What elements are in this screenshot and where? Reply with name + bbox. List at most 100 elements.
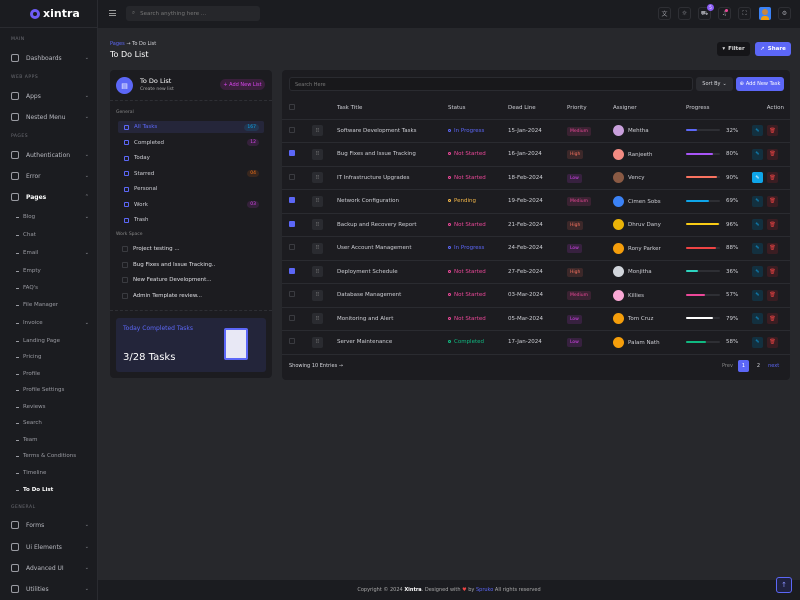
workspace-item[interactable]: Admin Template review... [122, 292, 202, 299]
cart-icon[interactable]: ⛟ 5 [698, 4, 714, 20]
sidebar-item-profile[interactable]: Profile [16, 369, 89, 379]
sidebar-item-pricing[interactable]: Pricing [16, 352, 89, 362]
edit-button[interactable]: ✎ [752, 289, 763, 301]
sidebar-item-email[interactable]: Email ⌄ [16, 248, 89, 258]
filter-button[interactable]: ▾ Filter [717, 42, 750, 56]
sidebar-item-blog[interactable]: Blog ⌄ [16, 212, 89, 222]
share-button[interactable]: ➚ Share [755, 42, 791, 56]
global-search-input[interactable]: ⌕ Search anything here ... [126, 6, 260, 21]
delete-button[interactable]: 🗑 [767, 219, 778, 231]
workspace-checkbox[interactable] [122, 261, 128, 268]
row-checkbox[interactable] [289, 126, 295, 133]
drag-handle-icon[interactable]: ⠿ [312, 219, 323, 231]
sidebar-item-authentication[interactable]: Authentication ⌄ [11, 149, 89, 161]
language-icon[interactable]: 文 [658, 7, 671, 20]
list-item-completed[interactable]: Completed 12 [118, 137, 264, 149]
row-checkbox[interactable] [289, 267, 295, 274]
footer-company-link[interactable]: Spruko [475, 587, 494, 593]
list-item-trash[interactable]: Trash [118, 214, 264, 226]
prev-page-button[interactable]: Prev [722, 363, 733, 369]
row-checkbox[interactable] [289, 338, 295, 345]
sidebar-item-landing-page[interactable]: Landing Page [16, 336, 89, 346]
sidebar-item-profile-settings[interactable]: Profile Settings [16, 385, 89, 395]
row-checkbox[interactable] [289, 197, 295, 204]
sidebar-item-to-do-list[interactable]: To Do List [16, 485, 89, 495]
sidebar-item-team[interactable]: Team [16, 435, 89, 445]
sidebar-item-search[interactable]: Search [16, 418, 89, 428]
drag-handle-icon[interactable]: ⠿ [312, 313, 323, 325]
fullscreen-icon[interactable]: ⛶ [738, 7, 751, 20]
sidebar-item-error[interactable]: Error ⌄ [11, 170, 89, 182]
edit-button[interactable]: ✎ [752, 266, 763, 278]
menu-toggle-icon[interactable] [109, 10, 116, 16]
sidebar-item-utilities[interactable]: Utilities ⌄ [11, 583, 89, 595]
sidebar-item-timeline[interactable]: Timeline [16, 468, 89, 478]
row-checkbox[interactable] [289, 244, 295, 251]
sidebar-item-dashboards[interactable]: Dashboards ⌄ [11, 52, 89, 64]
sidebar-item-reviews[interactable]: Reviews [16, 402, 89, 412]
page-2-button[interactable]: 2 [756, 363, 761, 369]
workspace-item[interactable]: New Feature Development... [122, 277, 212, 283]
drag-handle-icon[interactable]: ⠿ [312, 148, 323, 160]
row-checkbox[interactable] [289, 173, 295, 180]
logo[interactable]: xintra [30, 7, 80, 20]
workspace-checkbox[interactable] [122, 277, 128, 283]
drag-handle-icon[interactable]: ⠿ [312, 172, 323, 184]
edit-button[interactable]: ✎ [752, 172, 763, 184]
list-item-today[interactable]: Today [118, 152, 264, 164]
edit-button[interactable]: ✎ [752, 125, 763, 137]
list-item-personal[interactable]: Personal [118, 183, 264, 195]
sort-by-dropdown[interactable]: Sort By ⌄ [696, 77, 733, 91]
row-checkbox[interactable] [289, 220, 295, 227]
notification-icon[interactable]: ♫ [718, 7, 731, 20]
edit-button[interactable]: ✎ [752, 195, 763, 207]
workspace-checkbox[interactable] [122, 246, 128, 252]
edit-button[interactable]: ✎ [752, 336, 763, 348]
task-search-input[interactable]: Search Here [289, 77, 693, 91]
workspace-checkbox[interactable] [122, 292, 128, 299]
row-checkbox[interactable] [289, 291, 295, 298]
delete-button[interactable]: 🗑 [767, 242, 778, 254]
edit-button[interactable]: ✎ [752, 242, 763, 254]
sidebar-item-file-manager[interactable]: File Manager [16, 300, 89, 310]
theme-toggle-icon[interactable]: ☼ [678, 7, 691, 20]
breadcrumb-pages-link[interactable]: Pages [110, 41, 125, 47]
sidebar-item-faq-s[interactable]: FAQ's [16, 283, 89, 293]
sidebar-item-empty[interactable]: Empty [16, 266, 89, 276]
sidebar-item-chat[interactable]: Chat [16, 230, 89, 240]
drag-handle-icon[interactable]: ⠿ [312, 125, 323, 137]
delete-button[interactable]: 🗑 [767, 336, 778, 348]
delete-button[interactable]: 🗑 [767, 195, 778, 207]
list-item-all-tasks[interactable]: All Tasks 167 [118, 121, 264, 133]
sidebar-item-apps[interactable]: Apps ⌄ [11, 90, 89, 102]
list-item-starred[interactable]: Starred 04 [118, 168, 264, 180]
drag-handle-icon[interactable]: ⠿ [312, 242, 323, 254]
edit-button[interactable]: ✎ [752, 148, 763, 160]
sidebar-item-pages[interactable]: Pages ⌃ [11, 191, 89, 203]
drag-handle-icon[interactable]: ⠿ [312, 289, 323, 301]
scroll-to-top-button[interactable]: ↑ [776, 577, 792, 593]
edit-button[interactable]: ✎ [752, 313, 763, 325]
row-checkbox[interactable] [289, 314, 295, 321]
edit-button[interactable]: ✎ [752, 219, 763, 231]
drag-handle-icon[interactable]: ⠿ [312, 195, 323, 207]
add-new-task-button[interactable]: ⊕ Add New Task [736, 77, 784, 91]
sidebar-item-invoice[interactable]: Invoice ⌄ [16, 318, 89, 328]
add-new-list-button[interactable]: + Add New List [220, 79, 265, 90]
sidebar-item-forms[interactable]: Forms ⌄ [11, 519, 89, 531]
row-checkbox[interactable] [289, 150, 295, 157]
workspace-item[interactable]: Project testing ... [122, 246, 180, 252]
drag-handle-icon[interactable]: ⠿ [312, 266, 323, 278]
delete-button[interactable]: 🗑 [767, 289, 778, 301]
sidebar-item-nested-menu[interactable]: Nested Menu ⌄ [11, 111, 89, 123]
delete-button[interactable]: 🗑 [767, 148, 778, 160]
next-page-button[interactable]: next [768, 363, 780, 369]
settings-icon[interactable]: ⚙ [778, 7, 791, 20]
delete-button[interactable]: 🗑 [767, 266, 778, 278]
page-1-button[interactable]: 1 [737, 360, 749, 372]
user-avatar[interactable] [759, 7, 771, 20]
workspace-item[interactable]: Bug Fixes and Issue Tracking.. [122, 261, 215, 268]
delete-button[interactable]: 🗑 [767, 172, 778, 184]
sidebar-item-advanced-ui[interactable]: Advanced UI ⌄ [11, 562, 89, 574]
sidebar-item-ui-elements[interactable]: Ui Elements ⌄ [11, 541, 89, 553]
